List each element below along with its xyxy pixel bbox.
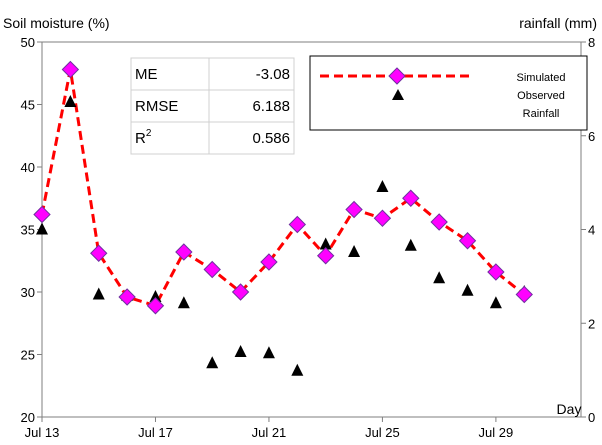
observed-point bbox=[404, 238, 417, 251]
simulated-point bbox=[316, 247, 335, 265]
y-tick-label: 35 bbox=[21, 223, 35, 238]
x-tick-label: Jul 21 bbox=[252, 425, 287, 440]
simulated-point bbox=[118, 288, 136, 306]
y-tick-label: 45 bbox=[21, 98, 35, 113]
stats-table-frame bbox=[130, 57, 295, 155]
x-tick-label: Jul 29 bbox=[479, 425, 514, 440]
legend-simulated-label: Simulated bbox=[517, 72, 566, 84]
y-tick-label: 25 bbox=[21, 348, 35, 363]
stats-label-r-sup: 2 bbox=[146, 128, 152, 139]
observed-point bbox=[64, 95, 77, 107]
legend-observed-marker bbox=[392, 89, 404, 100]
stats-label-r2: R2 bbox=[135, 128, 152, 147]
series-layer bbox=[33, 60, 533, 376]
x-axis-title: Day bbox=[557, 401, 582, 417]
legend-rainfall-label: Rainfall bbox=[523, 108, 560, 120]
simulated-point bbox=[260, 253, 278, 271]
simulated-point bbox=[288, 215, 307, 234]
y-tick-label: 20 bbox=[21, 410, 35, 425]
observed-point bbox=[92, 287, 105, 300]
simulated-point bbox=[373, 209, 392, 227]
y-axis: 20 25 30 35 40 45 50 bbox=[21, 35, 42, 425]
observed-point bbox=[319, 237, 332, 250]
stats-value-rmse: 6.188 bbox=[252, 98, 290, 115]
simulated-point bbox=[231, 283, 250, 301]
y2-tick-label: 4 bbox=[588, 223, 595, 238]
simulated-point bbox=[402, 189, 420, 207]
legend: Simulated Observed Rainfall bbox=[309, 55, 588, 131]
observed-point bbox=[376, 180, 389, 192]
y2-axis-title: rainfall (mm) bbox=[519, 15, 597, 31]
simulated-series-line bbox=[40, 69, 526, 308]
observed-point bbox=[348, 245, 361, 257]
observed-point bbox=[177, 296, 190, 309]
simulated-point bbox=[345, 200, 363, 219]
y-axis-title: Soil moisture (%) bbox=[3, 15, 110, 31]
stats-label-rmse: RMSE bbox=[135, 98, 178, 115]
x-tick-label: Jul 13 bbox=[25, 425, 60, 440]
stats-table: ME -3.08 RMSE 6.188 R2 0.586 bbox=[130, 57, 295, 155]
y2-tick-label: 0 bbox=[588, 410, 595, 425]
observed-point bbox=[149, 290, 162, 302]
stats-value-me: -3.08 bbox=[256, 66, 290, 83]
legend-simulated-marker bbox=[388, 67, 406, 85]
simulated-point bbox=[61, 60, 80, 79]
simulated-point bbox=[203, 260, 221, 279]
x-tick-label: Jul 25 bbox=[365, 425, 400, 440]
simulated-point bbox=[458, 232, 477, 250]
simulated-point bbox=[90, 244, 108, 262]
x-axis: Jul 13 Jul 17 Jul 21 Jul 25 Jul 29 bbox=[25, 417, 514, 440]
y2-tick-label: 8 bbox=[588, 35, 595, 50]
y-tick-label: 50 bbox=[21, 35, 35, 50]
simulated-point bbox=[146, 297, 165, 315]
x-tick-label: Jul 17 bbox=[138, 425, 173, 440]
y2-tick-label: 6 bbox=[588, 129, 595, 144]
y-tick-label: 40 bbox=[21, 160, 35, 175]
stats-value-r2: 0.586 bbox=[252, 130, 290, 147]
observed-point bbox=[262, 346, 275, 359]
simulated-point bbox=[487, 263, 505, 281]
simulated-point bbox=[430, 213, 448, 231]
simulated-point bbox=[175, 243, 193, 261]
observed-point bbox=[206, 356, 219, 369]
legend-observed-label: Observed bbox=[517, 90, 565, 102]
legend-frame bbox=[309, 55, 588, 131]
observed-point bbox=[36, 222, 48, 235]
observed-point bbox=[461, 283, 474, 296]
stats-label-r: R bbox=[135, 130, 146, 147]
observed-point bbox=[234, 345, 247, 357]
simulated-point bbox=[33, 205, 51, 224]
simulated-point bbox=[515, 285, 533, 304]
y2-tick-label: 2 bbox=[588, 316, 595, 331]
observed-point bbox=[433, 271, 446, 284]
y-tick-label: 30 bbox=[21, 285, 35, 300]
stats-label-me: ME bbox=[135, 66, 158, 83]
y2-axis: 0 2 4 6 8 bbox=[581, 35, 595, 425]
observed-point bbox=[291, 363, 304, 376]
observed-point bbox=[489, 296, 502, 309]
